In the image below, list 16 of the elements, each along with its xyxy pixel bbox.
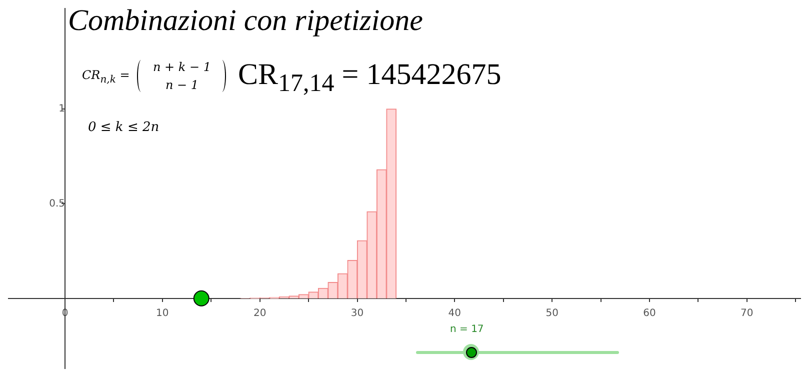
x-tick-label: 40 — [448, 308, 462, 319]
annotation: CR$_{17,14}$ = 145422675 — [238, 58, 502, 98]
annotation: 0 ≤ k ≤ 2n — [88, 120, 160, 135]
x-tick-label: 50 — [546, 308, 558, 319]
annotation: n + k − 1 — [152, 60, 212, 74]
y-tick-label: 0.5 — [49, 198, 65, 210]
chart-title: Combinazioni con ripetizione — [68, 4, 423, 38]
x-tick-label: 20 — [253, 308, 266, 319]
annotation: n = 17 — [450, 324, 484, 335]
x-tick-label: 60 — [643, 308, 656, 319]
y-tick-label: 1 — [58, 104, 65, 115]
x-tick-label: 30 — [350, 308, 364, 319]
x-tick-label: 70 — [740, 308, 754, 319]
annotation: CR$_{n,k}$ = — [82, 68, 130, 86]
x-tick-label: 10 — [156, 308, 169, 319]
annotation: n − 1 — [164, 78, 200, 92]
